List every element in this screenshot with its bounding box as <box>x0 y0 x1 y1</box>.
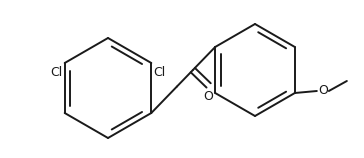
Text: O: O <box>318 85 328 97</box>
Text: O: O <box>204 90 214 103</box>
Text: Cl: Cl <box>51 66 63 79</box>
Text: Cl: Cl <box>153 66 166 79</box>
